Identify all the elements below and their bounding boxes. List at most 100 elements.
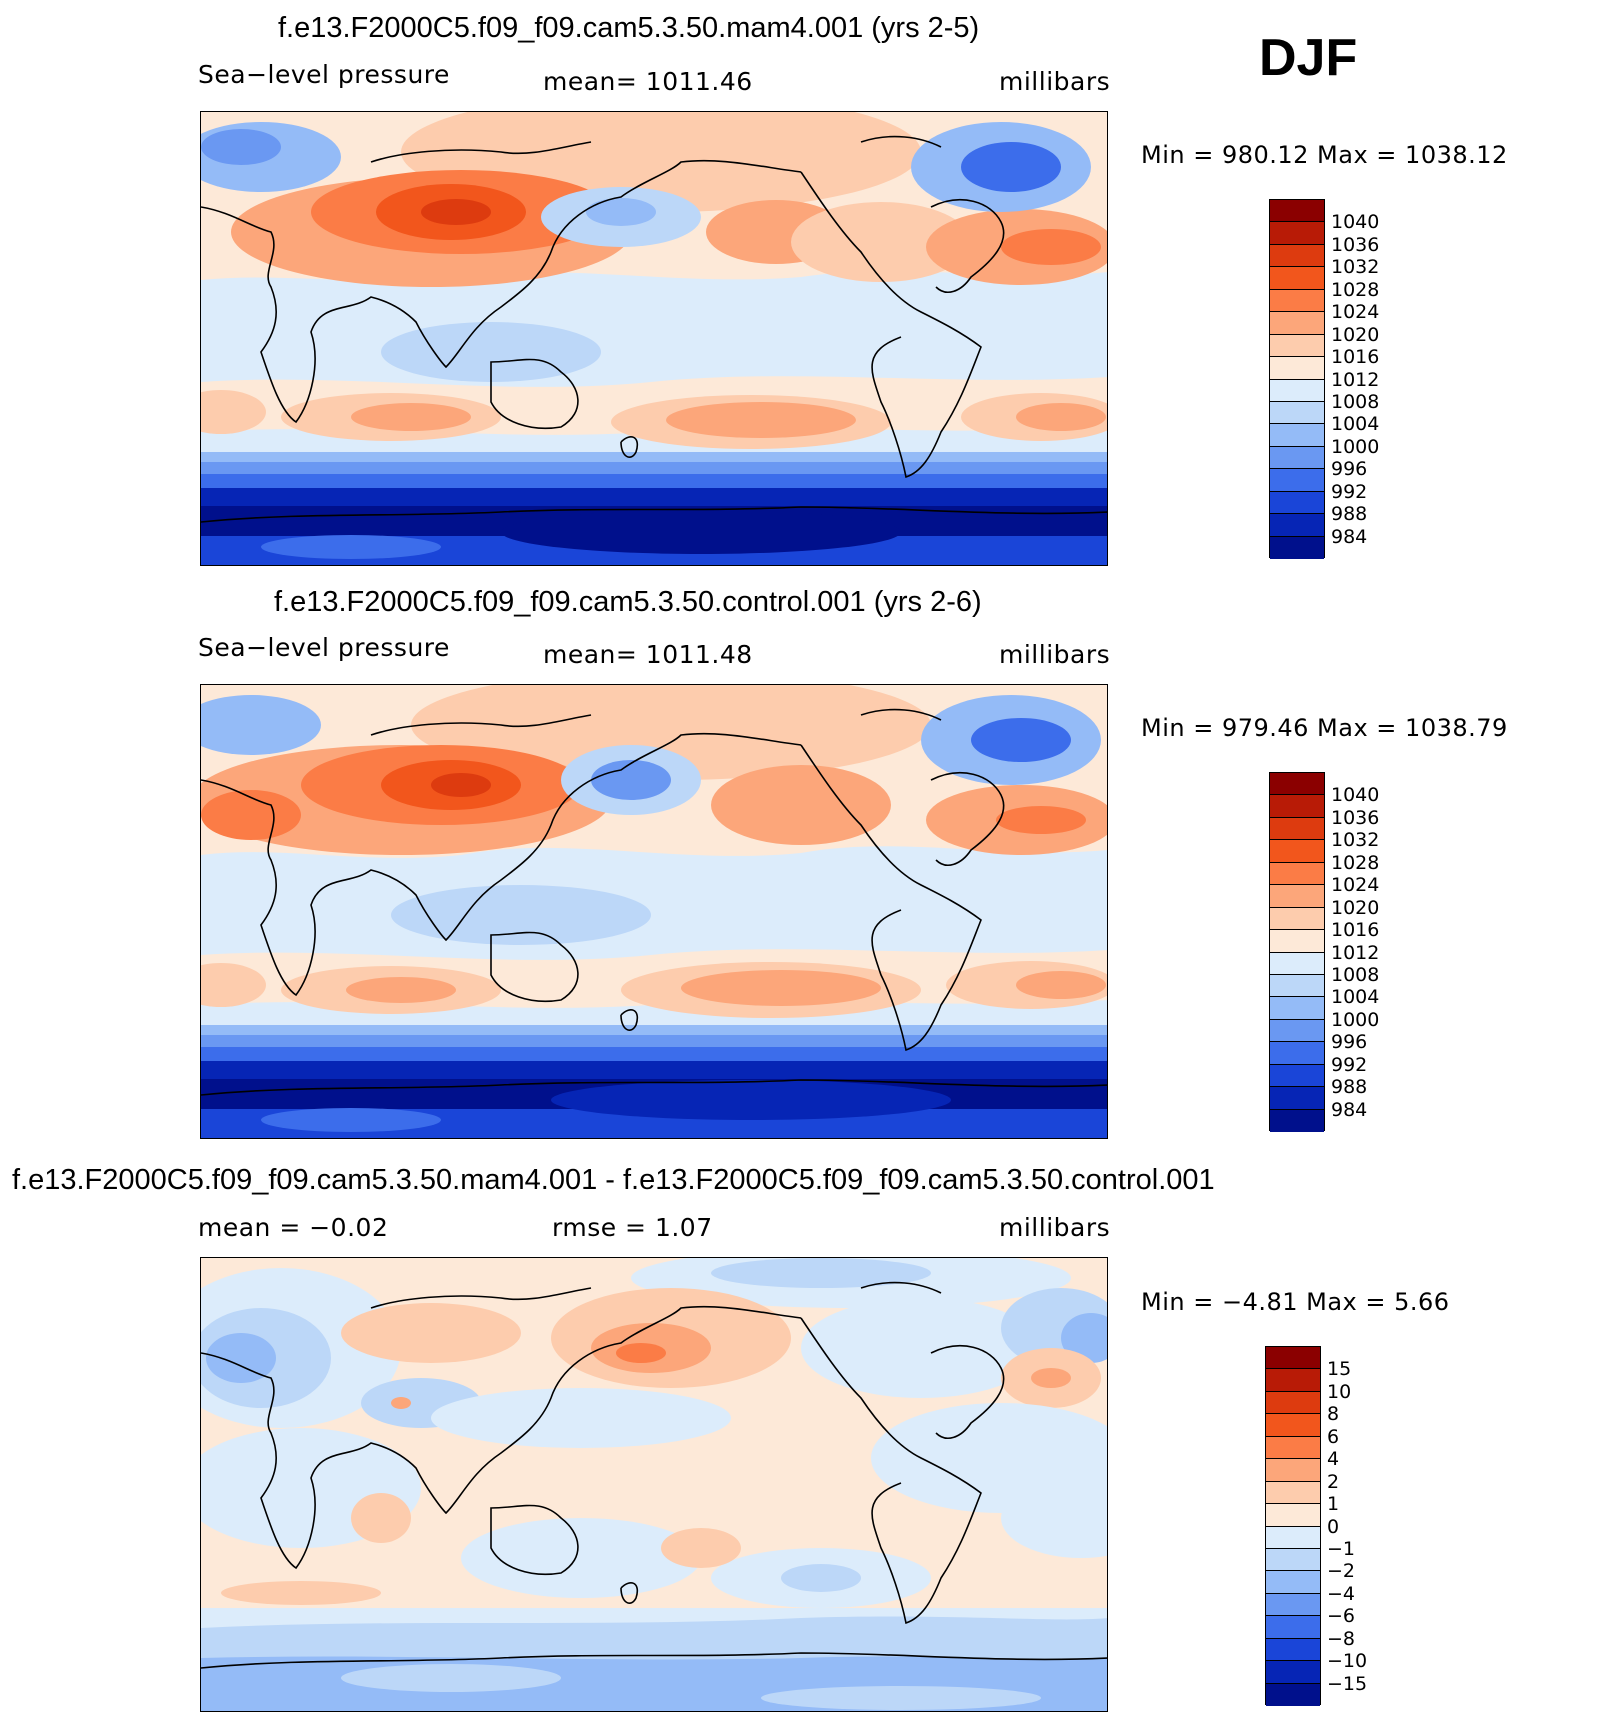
colorbar-segment (1270, 401, 1324, 425)
colorbar-tick-label: 1000 (1331, 1008, 1380, 1031)
colorbar-tick-label: 1012 (1331, 368, 1380, 391)
colorbar-tick-label: 1016 (1331, 346, 1380, 369)
colorbar-tick-label: 992 (1331, 480, 1368, 503)
colorbar-tick-label: 1028 (1331, 278, 1380, 301)
colorbar-segment (1270, 907, 1324, 931)
colorbar-segment (1266, 1526, 1320, 1549)
panel1-map (200, 111, 1108, 566)
panel2-mean: mean= 1011.48 (543, 640, 753, 669)
colorbar-segment (1270, 1109, 1324, 1132)
colorbar-tick-label: 996 (1331, 1031, 1368, 1054)
colorbar-segment (1270, 974, 1324, 998)
panel3-title: f.e13.F2000C5.f09_f09.cam5.3.50.mam4.001… (12, 1164, 1215, 1196)
colorbar-segment (1270, 267, 1324, 290)
colorbar-segment (1266, 1638, 1320, 1662)
colorbar-tick-label: 1020 (1331, 896, 1380, 919)
colorbar-segment (1266, 1481, 1320, 1505)
colorbar-segment (1266, 1459, 1320, 1482)
panel2-minmax: Min = 979.46 Max = 1038.79 (1141, 714, 1508, 742)
colorbar-segment (1270, 379, 1324, 402)
colorbar-tick-label: 8 (1327, 1403, 1340, 1426)
colorbar-segment (1266, 1414, 1320, 1437)
panel1-minmax: Min = 980.12 Max = 1038.12 (1141, 141, 1508, 169)
colorbar-tick-label: −6 (1327, 1605, 1356, 1628)
colorbar-segment (1266, 1683, 1320, 1706)
panel3-colorbar (1265, 1346, 1321, 1706)
colorbar-segment (1270, 514, 1324, 537)
colorbar-tick-label: 1012 (1331, 941, 1380, 964)
panel2-coastlines (201, 708, 1107, 1096)
colorbar-segment (1266, 1391, 1320, 1415)
colorbar-segment (1270, 773, 1324, 796)
colorbar-tick-label: 1004 (1331, 413, 1380, 436)
colorbar-segment (1270, 357, 1324, 380)
colorbar-segment (1270, 244, 1324, 268)
panel2-colorbar (1269, 772, 1325, 1132)
panel1-coastlines (201, 135, 1107, 523)
colorbar-segment (1270, 491, 1324, 515)
colorbar-tick-label: 1024 (1331, 301, 1380, 324)
colorbar-segment (1270, 446, 1324, 470)
colorbar-segment (1270, 862, 1324, 886)
colorbar-segment (1270, 885, 1324, 908)
colorbar-segment (1270, 997, 1324, 1020)
colorbar-segment (1270, 1019, 1324, 1043)
colorbar-tick-label: 1020 (1331, 323, 1380, 346)
colorbar-tick-label: 2 (1327, 1470, 1340, 1493)
panel3-map (200, 1257, 1108, 1712)
colorbar-segment (1266, 1616, 1320, 1639)
colorbar-tick-label: 984 (1331, 525, 1368, 548)
panel3-mean: mean = −0.02 (198, 1213, 389, 1242)
colorbar-tick-label: −1 (1327, 1537, 1356, 1560)
colorbar-segment (1270, 1042, 1324, 1065)
colorbar-tick-label: 1036 (1331, 233, 1380, 256)
colorbar-segment (1270, 817, 1324, 841)
colorbar-tick-label: 984 (1331, 1098, 1368, 1121)
colorbar-tick-label: −8 (1327, 1627, 1356, 1650)
colorbar-tick-label: −4 (1327, 1582, 1356, 1605)
panel1-units: millibars (999, 67, 1111, 96)
panel3-rmse: rmse = 1.07 (552, 1213, 713, 1242)
colorbar-tick-label: 996 (1331, 458, 1368, 481)
colorbar-segment (1266, 1661, 1320, 1684)
colorbar-segment (1270, 930, 1324, 953)
colorbar-segment (1266, 1593, 1320, 1617)
colorbar-tick-label: 1016 (1331, 919, 1380, 942)
colorbar-tick-label: 0 (1327, 1515, 1340, 1538)
colorbar-segment (1266, 1571, 1320, 1594)
panel3-map-svg (201, 1258, 1107, 1711)
panel3-minmax: Min = −4.81 Max = 5.66 (1141, 1288, 1450, 1316)
panel1-title: f.e13.F2000C5.f09_f09.cam5.3.50.mam4.001… (278, 12, 980, 44)
colorbar-segment (1270, 222, 1324, 245)
colorbar-segment (1266, 1548, 1320, 1572)
panel3-coastlines (201, 1281, 1107, 1669)
colorbar-tick-label: 1028 (1331, 851, 1380, 874)
colorbar-segment (1266, 1436, 1320, 1460)
colorbar-tick-label: 1040 (1331, 211, 1380, 234)
colorbar-tick-label: 1032 (1331, 829, 1380, 852)
panel3-units: millibars (999, 1213, 1111, 1242)
colorbar-tick-label: 1024 (1331, 874, 1380, 897)
colorbar-tick-label: −2 (1327, 1560, 1356, 1583)
season-label: DJF (1259, 29, 1358, 87)
colorbar-tick-label: 988 (1331, 1076, 1368, 1099)
colorbar-segment (1270, 1064, 1324, 1088)
colorbar-segment (1270, 840, 1324, 863)
colorbar-segment (1266, 1369, 1320, 1392)
panel1-map-svg (201, 112, 1107, 565)
panel1-colorbar (1269, 199, 1325, 559)
colorbar-tick-label: 1008 (1331, 963, 1380, 986)
panel1-variable: Sea−level pressure (198, 60, 450, 89)
panel2-map (200, 684, 1108, 1139)
colorbar-segment (1270, 795, 1324, 818)
colorbar-tick-label: 1000 (1331, 435, 1380, 458)
colorbar-segment (1270, 334, 1324, 358)
panel2-title: f.e13.F2000C5.f09_f09.cam5.3.50.control.… (274, 586, 982, 618)
colorbar-segment (1270, 424, 1324, 447)
colorbar-tick-label: 1032 (1331, 256, 1380, 279)
colorbar-tick-label: 988 (1331, 503, 1368, 526)
colorbar-segment (1270, 1087, 1324, 1110)
colorbar-tick-label: −15 (1327, 1672, 1368, 1695)
colorbar-tick-label: 4 (1327, 1448, 1340, 1471)
panel2-map-svg (201, 685, 1107, 1138)
